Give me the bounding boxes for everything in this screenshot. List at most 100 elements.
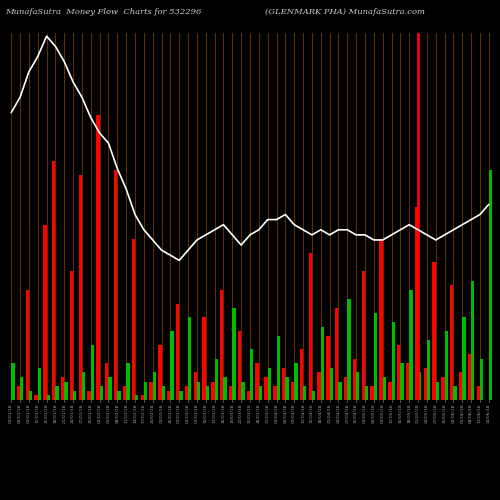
Bar: [294, 363, 298, 400]
Bar: [432, 262, 436, 400]
Bar: [427, 340, 430, 400]
Bar: [318, 372, 321, 400]
Bar: [454, 386, 457, 400]
Bar: [232, 308, 235, 400]
Bar: [170, 331, 174, 400]
Bar: [197, 382, 200, 400]
Text: (GLENMARK PHA) MunafaSutra.com: (GLENMARK PHA) MunafaSutra.com: [265, 8, 425, 16]
Bar: [397, 345, 400, 400]
Bar: [259, 386, 262, 400]
Bar: [108, 377, 112, 400]
Bar: [459, 372, 462, 400]
Bar: [303, 386, 306, 400]
Bar: [20, 377, 24, 400]
Bar: [29, 391, 32, 400]
Bar: [70, 272, 73, 400]
Bar: [468, 354, 471, 400]
Bar: [480, 358, 484, 400]
Bar: [374, 312, 377, 400]
Bar: [118, 391, 120, 400]
Bar: [370, 386, 374, 400]
Bar: [38, 368, 41, 400]
Bar: [194, 372, 197, 400]
Bar: [450, 285, 454, 400]
Bar: [312, 391, 316, 400]
Bar: [424, 368, 427, 400]
Bar: [188, 318, 192, 400]
Bar: [282, 368, 286, 400]
Bar: [418, 372, 422, 400]
Bar: [273, 386, 276, 400]
Bar: [250, 350, 254, 400]
Bar: [326, 336, 330, 400]
Bar: [132, 239, 135, 400]
Bar: [214, 358, 218, 400]
Bar: [11, 363, 15, 400]
Bar: [202, 318, 206, 400]
Bar: [246, 391, 250, 400]
Bar: [264, 377, 268, 400]
Bar: [388, 382, 392, 400]
Bar: [140, 396, 144, 400]
Bar: [167, 391, 170, 400]
Bar: [220, 290, 224, 400]
Bar: [46, 396, 50, 400]
Bar: [308, 253, 312, 400]
Bar: [229, 386, 232, 400]
Bar: [16, 386, 20, 400]
Bar: [300, 350, 303, 400]
Bar: [179, 391, 182, 400]
Bar: [212, 382, 214, 400]
Bar: [414, 207, 418, 400]
Bar: [406, 363, 409, 400]
Bar: [321, 326, 324, 400]
Bar: [256, 363, 259, 400]
Bar: [268, 368, 271, 400]
Bar: [88, 391, 91, 400]
Bar: [123, 386, 126, 400]
Bar: [126, 363, 130, 400]
Bar: [114, 170, 117, 400]
Bar: [476, 386, 480, 400]
Bar: [444, 331, 448, 400]
Bar: [344, 377, 348, 400]
Bar: [73, 391, 76, 400]
Bar: [382, 377, 386, 400]
Bar: [158, 345, 162, 400]
Bar: [353, 358, 356, 400]
Bar: [335, 308, 338, 400]
Bar: [34, 396, 37, 400]
Bar: [291, 382, 294, 400]
Bar: [348, 299, 350, 400]
Bar: [82, 372, 86, 400]
Bar: [26, 290, 29, 400]
Text: MunafaSutra  Money Flow  Charts for 532296: MunafaSutra Money Flow Charts for 532296: [5, 8, 202, 16]
Bar: [330, 368, 333, 400]
Bar: [286, 377, 288, 400]
Bar: [489, 170, 492, 400]
Bar: [400, 363, 404, 400]
Bar: [135, 396, 138, 400]
Bar: [436, 382, 439, 400]
Bar: [462, 318, 466, 400]
Bar: [162, 386, 165, 400]
Bar: [392, 322, 395, 400]
Bar: [64, 382, 68, 400]
Bar: [184, 386, 188, 400]
Bar: [238, 331, 241, 400]
Bar: [100, 386, 103, 400]
Bar: [380, 239, 382, 400]
Bar: [241, 382, 244, 400]
Bar: [276, 336, 280, 400]
Bar: [176, 304, 179, 400]
Bar: [362, 272, 365, 400]
Bar: [206, 386, 209, 400]
Bar: [78, 175, 82, 400]
Bar: [150, 382, 152, 400]
Bar: [471, 280, 474, 400]
Bar: [365, 386, 368, 400]
Bar: [224, 377, 227, 400]
Bar: [91, 345, 94, 400]
Bar: [356, 372, 360, 400]
Bar: [409, 290, 412, 400]
